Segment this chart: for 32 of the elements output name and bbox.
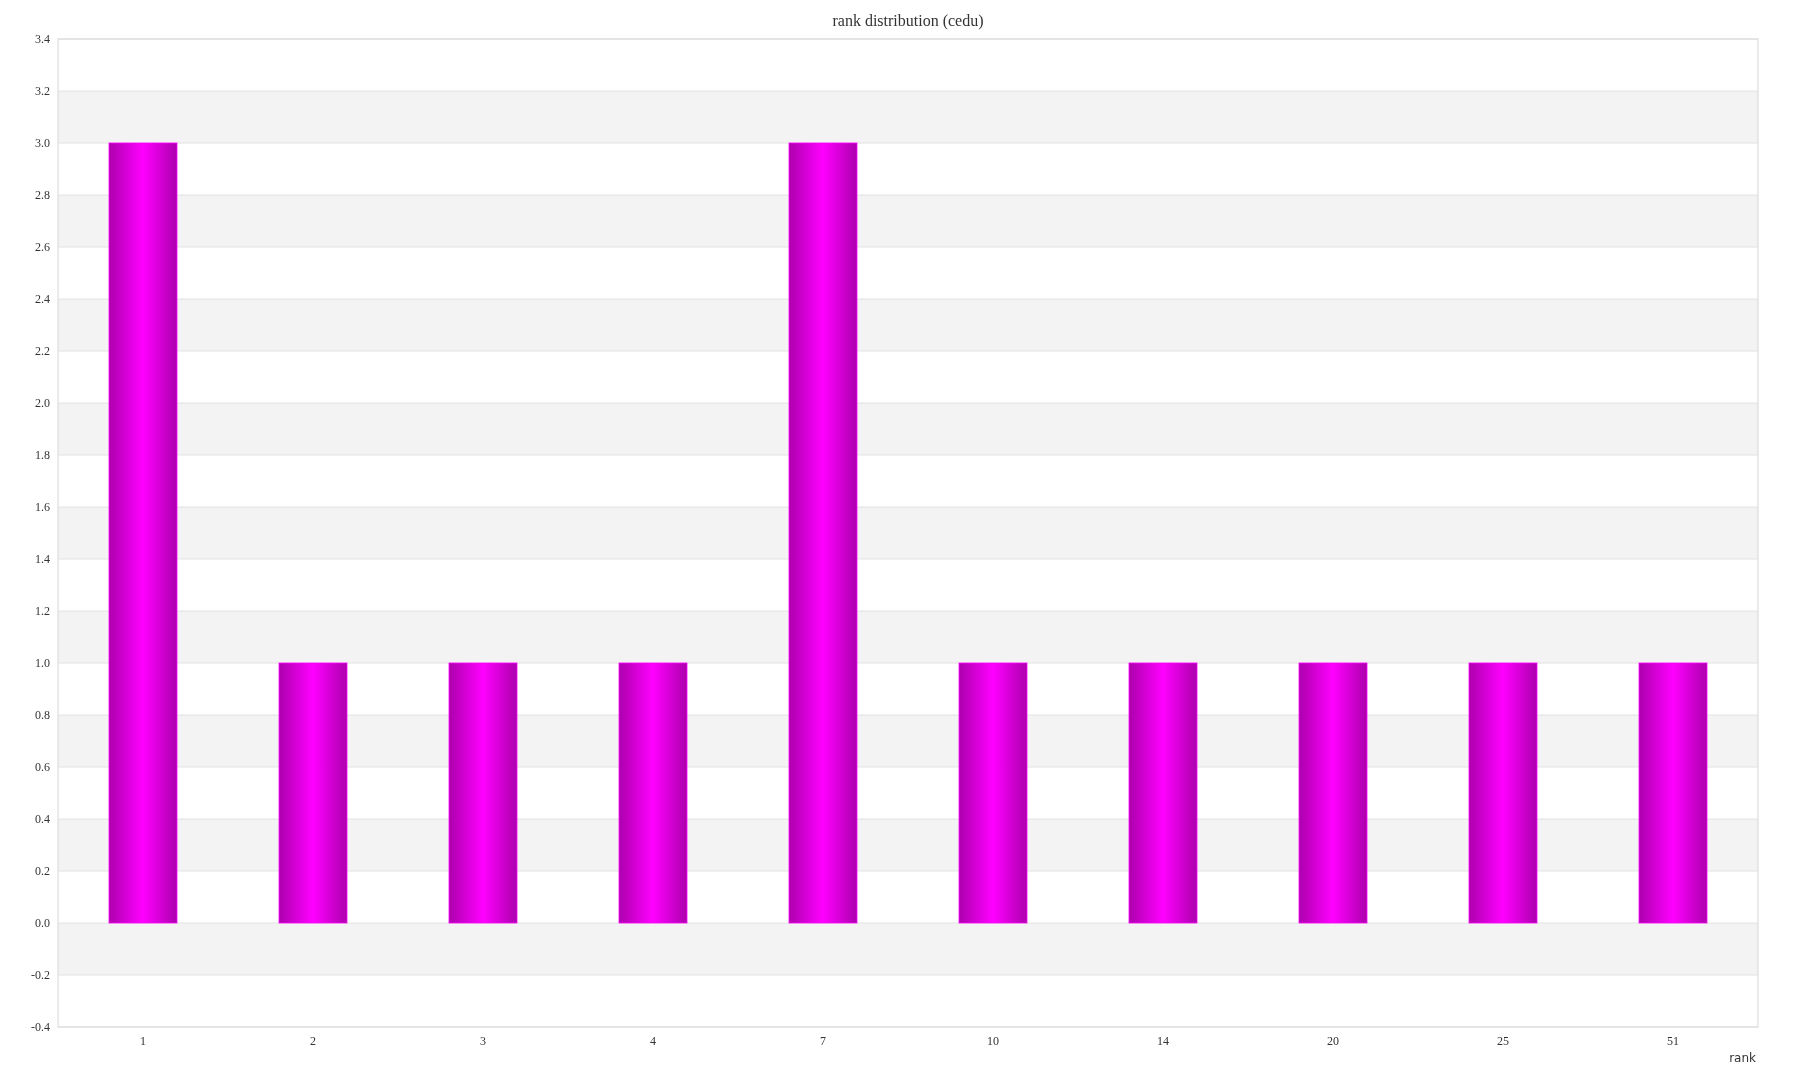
y-tick-label: 1.6 bbox=[35, 500, 50, 515]
y-tick-label: 1.0 bbox=[35, 656, 50, 671]
x-tick-label: 2 bbox=[310, 1034, 316, 1048]
y-tick-label: 0.0 bbox=[35, 916, 50, 931]
y-tick-label: 0.2 bbox=[35, 864, 50, 879]
y-tick-label: 3.0 bbox=[35, 136, 50, 151]
y-tick-label: 0.8 bbox=[35, 708, 50, 723]
x-axis-title: rank bbox=[1729, 1051, 1757, 1065]
y-tick-label: 2.6 bbox=[35, 240, 50, 255]
y-tick-label: 2.8 bbox=[35, 188, 50, 203]
y-tick-label: 0.6 bbox=[35, 760, 50, 775]
x-tick-label: 10 bbox=[987, 1034, 999, 1048]
chart-title: rank distribution (cedu) bbox=[832, 12, 984, 30]
y-tick-label: 1.2 bbox=[35, 604, 50, 619]
y-tick-label: 2.2 bbox=[35, 344, 50, 359]
x-tick-label: 3 bbox=[480, 1034, 486, 1048]
y-tick-label: 1.4 bbox=[35, 552, 50, 567]
y-tick-label: 2.4 bbox=[35, 292, 50, 307]
y-tick-label: -0.2 bbox=[31, 968, 50, 983]
y-tick-label: 1.8 bbox=[35, 448, 50, 463]
x-tick-label: 14 bbox=[1157, 1034, 1169, 1048]
x-tick-label: 1 bbox=[140, 1034, 146, 1048]
y-tick-label: 2.0 bbox=[35, 396, 50, 411]
y-tick-label: 0.4 bbox=[35, 812, 50, 827]
y-tick-label: 3.4 bbox=[35, 32, 50, 47]
x-tick-label: 7 bbox=[820, 1034, 826, 1048]
x-tick-label: 51 bbox=[1667, 1034, 1679, 1048]
x-tick-label: 4 bbox=[650, 1034, 656, 1048]
x-tick-label: 20 bbox=[1327, 1034, 1339, 1048]
y-tick-label: 3.2 bbox=[35, 84, 50, 99]
y-tick-label: -0.4 bbox=[31, 1020, 50, 1035]
x-tick-label: 25 bbox=[1497, 1034, 1509, 1048]
